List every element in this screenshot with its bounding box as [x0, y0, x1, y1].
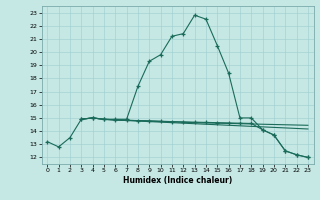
X-axis label: Humidex (Indice chaleur): Humidex (Indice chaleur)	[123, 176, 232, 185]
